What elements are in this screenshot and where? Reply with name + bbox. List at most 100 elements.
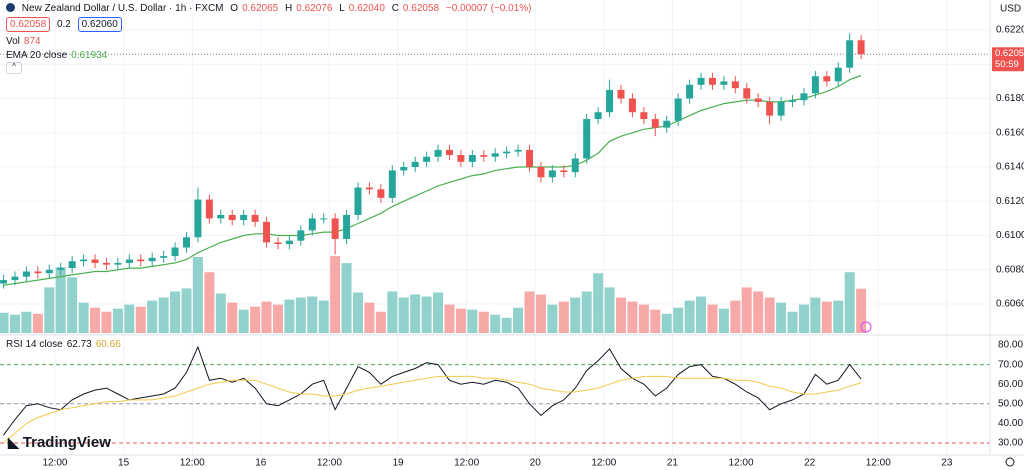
logo-mark: ◣ xyxy=(8,434,19,450)
candle-body xyxy=(102,262,110,265)
volume-bar xyxy=(112,308,123,333)
volume-legend: Vol 874 xyxy=(6,36,45,47)
candle-body xyxy=(137,259,145,262)
volume-bar xyxy=(730,300,741,333)
volume-bar xyxy=(55,267,66,333)
ohlc-value: 0.62058 xyxy=(402,3,440,14)
volume-bar xyxy=(627,301,638,333)
candle-body xyxy=(263,221,271,243)
volume-bar xyxy=(284,299,295,333)
volume-bar xyxy=(661,313,672,333)
volume-name: Vol xyxy=(6,36,20,47)
candle-body xyxy=(526,149,534,168)
candle-body xyxy=(343,214,351,239)
volume-bar xyxy=(410,294,421,333)
volume-bar xyxy=(478,311,489,333)
volume-bar xyxy=(330,256,341,333)
candle-body xyxy=(800,93,808,101)
candle-body xyxy=(331,218,339,239)
volume-bar xyxy=(227,302,238,333)
volume-bar xyxy=(764,297,775,333)
volume-bar xyxy=(250,306,261,333)
candle-body xyxy=(22,271,30,277)
volume-bar xyxy=(707,304,718,333)
x-tick-label: 12:00 xyxy=(454,458,479,469)
volume-bar xyxy=(170,291,181,333)
change: −0.00007 (−0.01%) xyxy=(445,3,532,14)
x-tick-label: 12:00 xyxy=(591,458,616,469)
x-tick-label: 12:00 xyxy=(729,458,754,469)
x-tick-label: 12:00 xyxy=(866,458,891,469)
candle-body xyxy=(777,101,785,116)
volume-bar xyxy=(524,291,535,333)
volume-bar xyxy=(272,304,283,333)
ema-value: 0.61934 xyxy=(71,50,108,61)
candle-body xyxy=(686,84,694,99)
volume-bar xyxy=(776,302,787,333)
candle-body xyxy=(400,167,408,171)
candle-body xyxy=(182,237,190,248)
settings-icon xyxy=(1005,457,1015,467)
candle-body xyxy=(194,199,202,238)
volume-bar xyxy=(44,287,55,333)
candle-body xyxy=(365,187,373,190)
candle-body xyxy=(274,242,282,245)
y-tick-label: 0.60600 xyxy=(996,299,1024,310)
volume-bar xyxy=(753,291,764,333)
volume-bar xyxy=(261,301,272,333)
ask[interactable]: 0.62060 xyxy=(77,17,122,32)
volume-bar xyxy=(387,291,398,333)
candle-body xyxy=(617,89,625,99)
volume-bar xyxy=(158,297,169,333)
volume-bar xyxy=(833,300,844,333)
volume-bar xyxy=(124,304,135,333)
candle-body xyxy=(697,77,705,85)
candle-body xyxy=(228,214,236,221)
volume-bar xyxy=(787,311,798,333)
volume-bar xyxy=(455,308,466,333)
candle-body xyxy=(57,268,65,270)
volume-bar xyxy=(433,292,444,333)
x-tick-label: 21 xyxy=(667,458,679,469)
volume-bar xyxy=(353,292,364,333)
volume-bar xyxy=(67,277,78,333)
volume-bar xyxy=(181,288,192,333)
candle-body xyxy=(537,167,545,178)
x-tick-label: 23 xyxy=(941,458,953,469)
volume-bar xyxy=(821,301,832,333)
candle-body xyxy=(160,256,168,258)
bid[interactable]: 0.62058 xyxy=(6,17,51,32)
y-tick-label: 40.00 xyxy=(998,418,1023,429)
volume-bar xyxy=(78,302,89,333)
volume-bar xyxy=(615,297,626,333)
candle-body xyxy=(708,77,716,85)
candle-body xyxy=(45,269,53,274)
volume-bar xyxy=(490,314,501,333)
collapse-button[interactable]: ^ xyxy=(6,62,22,74)
rsi-legend: RSI 14 close 62.73 60.66 xyxy=(6,339,125,350)
candle-body xyxy=(68,261,76,269)
symbol-icon xyxy=(6,3,15,12)
candle-body xyxy=(205,199,213,219)
rsi-title: RSI 14 close xyxy=(6,339,63,350)
volume-bar xyxy=(364,302,375,333)
volume-bar xyxy=(684,300,695,333)
brand-name: TradingView xyxy=(22,434,111,451)
last-price-tag xyxy=(992,47,1024,72)
volume-bar xyxy=(581,291,592,333)
candle-body xyxy=(80,259,88,262)
volume-bar xyxy=(696,296,707,333)
candle-body xyxy=(457,155,465,162)
axis-label: USD xyxy=(1000,4,1021,15)
volume-bar xyxy=(650,309,661,333)
volume-bar xyxy=(135,306,146,333)
volume-bar xyxy=(844,272,855,333)
rsi-line xyxy=(3,345,862,436)
ohlc-key: O xyxy=(230,3,239,14)
quote-row: 0.62058 0.2 0.62060 xyxy=(6,17,126,32)
ema-legend: EMA 20 close 0.61934 xyxy=(6,50,111,61)
volume-bar xyxy=(421,296,432,333)
